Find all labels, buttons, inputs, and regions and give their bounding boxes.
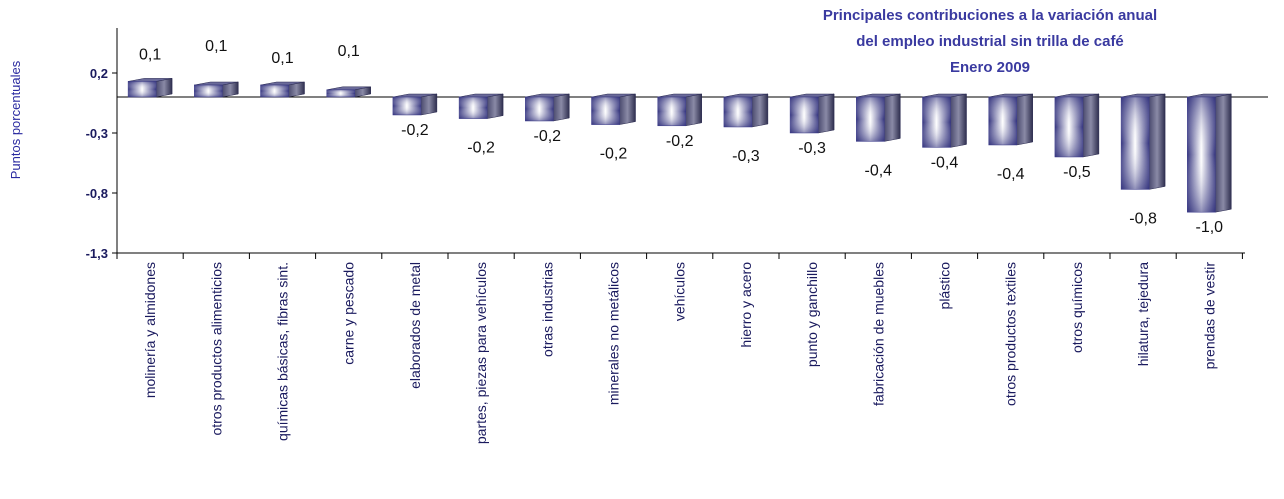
- bar-side: [1082, 93, 1100, 158]
- y-axis-label: Puntos porcentuales: [8, 60, 23, 179]
- bar-front-shade: [525, 97, 554, 121]
- bar-side: [486, 93, 504, 119]
- data-label: 0,1: [271, 50, 293, 67]
- chart-title: Principales contribuciones a la variació…: [823, 7, 1157, 76]
- bar-side: [817, 93, 835, 134]
- category-label: elaborados de metal: [407, 262, 423, 389]
- chart-title-line-2: del empleo industrial sin trilla de café: [856, 33, 1124, 50]
- y-tick-label: -0,3: [86, 126, 108, 141]
- category-label: químicas básicas, fibras sint.: [275, 262, 291, 441]
- category-label: plástico: [937, 262, 953, 310]
- category-labels: molinería y almidones otros productos ali…: [142, 262, 1217, 444]
- bar-front-shade: [260, 85, 289, 97]
- bar-side: [884, 93, 901, 142]
- bar-side: [751, 93, 769, 128]
- bar: [1120, 93, 1166, 190]
- bar-front-shade: [392, 97, 421, 115]
- chart-title-line-3: Enero 2009: [950, 59, 1030, 76]
- data-label: -0,3: [798, 140, 826, 157]
- bar: [856, 93, 901, 142]
- data-label: 0,1: [139, 46, 161, 63]
- category-label: minerales no metálicos: [606, 262, 622, 405]
- bar: [127, 78, 173, 98]
- category-label: carne y pescado: [341, 262, 357, 365]
- bar: [789, 93, 835, 134]
- category-label: vehículos: [672, 262, 688, 321]
- bar-front-shade: [856, 97, 885, 142]
- bar: [723, 93, 769, 128]
- bar-side: [619, 93, 636, 125]
- data-label: 0,1: [205, 38, 227, 55]
- category-label: punto y ganchillo: [804, 262, 820, 367]
- category-label: otras industrias: [539, 262, 555, 357]
- category-label: hierro y acero: [738, 262, 754, 348]
- category-label: prendas de vestir: [1201, 262, 1217, 370]
- bar-front-shade: [128, 81, 157, 97]
- bar-side: [1215, 93, 1232, 213]
- bar: [922, 93, 967, 148]
- bar: [1187, 93, 1232, 213]
- bar-front-shade: [922, 97, 951, 148]
- bar: [1054, 93, 1100, 158]
- bar: [260, 81, 305, 98]
- data-label: -0,2: [467, 140, 495, 157]
- bar-side: [685, 93, 702, 127]
- data-label: -0,2: [666, 133, 694, 150]
- category-label: molinería y almidones: [142, 262, 158, 398]
- bar: [525, 93, 570, 122]
- bar-front-shade: [194, 85, 223, 97]
- bar: [194, 81, 239, 98]
- bar: [458, 93, 504, 119]
- bar-side: [1148, 93, 1166, 190]
- data-label: -0,4: [931, 154, 959, 171]
- data-label: -0,4: [997, 166, 1025, 183]
- data-label: -0,3: [732, 148, 760, 165]
- bars: [127, 78, 1232, 213]
- chart-title-line-1: Principales contribuciones a la variació…: [823, 7, 1157, 24]
- bar-side: [950, 93, 967, 148]
- bar-front-shade: [723, 97, 752, 127]
- bar: [657, 93, 702, 127]
- y-tick-label: 0,2: [90, 66, 108, 81]
- bar: [591, 93, 636, 125]
- bar: [392, 93, 438, 116]
- data-label: -0,2: [401, 122, 429, 139]
- data-label: -0,8: [1129, 210, 1157, 227]
- data-label: -0,4: [865, 162, 893, 179]
- category-label: partes, piezas para vehículos: [473, 262, 489, 444]
- bar: [988, 93, 1033, 146]
- category-label: otros químicos: [1069, 262, 1085, 353]
- bar-side: [420, 93, 438, 116]
- category-label: hilatura, tejedura: [1135, 262, 1151, 367]
- data-label: -1,0: [1196, 219, 1224, 236]
- bar-front-shade: [988, 97, 1017, 145]
- bar: [326, 86, 371, 98]
- bar-side: [553, 93, 570, 122]
- bar-front-shade: [326, 89, 355, 97]
- data-label: -0,2: [534, 128, 562, 145]
- data-label: 0,1: [338, 43, 360, 60]
- category-label: otros productos textiles: [1003, 262, 1019, 406]
- category-label: otros productos alimenticios: [208, 262, 224, 436]
- category-label: fabricación de muebles: [870, 262, 886, 406]
- bar-front-shade: [1121, 97, 1150, 190]
- y-tick-label: -1,3: [86, 246, 108, 261]
- data-label: -0,5: [1063, 164, 1091, 181]
- bar-front-shade: [591, 97, 620, 125]
- data-label: -0,2: [600, 146, 628, 163]
- x-ticks: [116, 253, 1243, 259]
- y-tick-label: -0,8: [86, 186, 108, 201]
- bar-front-shade: [790, 97, 819, 133]
- bar-front-shade: [657, 97, 686, 126]
- y-ticks: 0,2 -0,3 -0,8 -1,3: [86, 66, 117, 261]
- data-labels: 0,1 0,1 0,1 0,1 -0,2 -0,2 -0,2 -0,2 -0,2 -0,3 -0,3…: [139, 38, 1223, 236]
- bar-front-shade: [1054, 97, 1083, 157]
- bar-front-shade: [1187, 97, 1216, 213]
- bar-side: [1016, 93, 1033, 146]
- bar-front-shade: [459, 97, 488, 119]
